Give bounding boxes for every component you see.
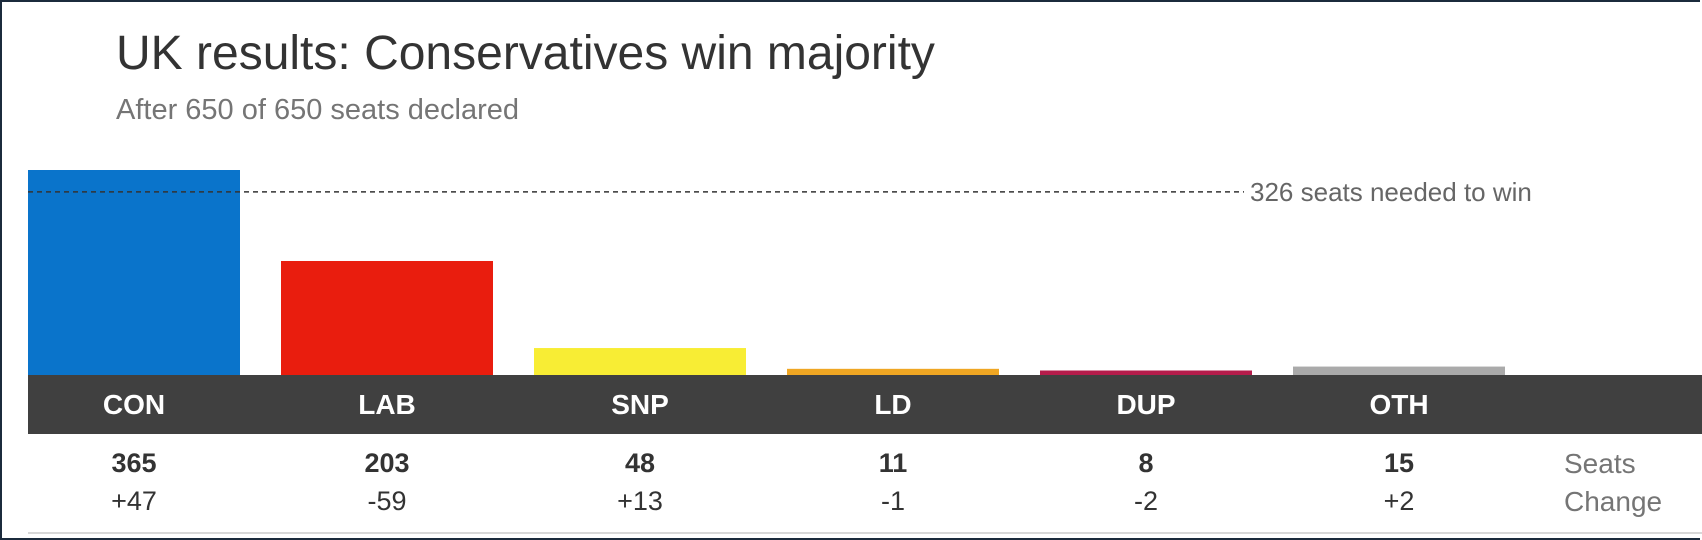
change-value-con: +47 xyxy=(111,486,157,516)
majority-reference-label: 326 seats needed to win xyxy=(1250,177,1532,207)
change-value-snp: +13 xyxy=(617,486,663,516)
party-label-ld: LD xyxy=(874,389,912,420)
bar-lab xyxy=(281,260,493,375)
chart-title: UK results: Conservatives win majority xyxy=(116,27,935,80)
bar-snp xyxy=(534,348,746,375)
seats-value-con: 365 xyxy=(111,448,157,478)
seats-value-dup: 8 xyxy=(1138,448,1154,478)
party-label-oth: OTH xyxy=(1369,389,1429,420)
change-value-oth: +2 xyxy=(1383,486,1415,516)
change-row-label: Change xyxy=(1564,486,1663,517)
bar-dup xyxy=(1040,370,1252,375)
bar-oth xyxy=(1293,366,1505,375)
chart-subtitle: After 650 of 650 seats declared xyxy=(116,94,520,126)
bottom-divider xyxy=(28,532,1702,534)
party-label-dup: DUP xyxy=(1116,389,1176,420)
seats-value-oth: 15 xyxy=(1383,448,1415,478)
party-label-snp: SNP xyxy=(611,389,669,420)
seats-value-snp: 48 xyxy=(624,448,656,478)
change-value-lab: -59 xyxy=(367,486,407,516)
party-label-lab: LAB xyxy=(358,389,416,420)
party-label-con: CON xyxy=(102,389,166,420)
bar-ld xyxy=(787,368,999,375)
seats-row-label: Seats xyxy=(1564,448,1636,479)
party-label-band xyxy=(28,375,1702,434)
seats-value-lab: 203 xyxy=(364,448,410,478)
change-value-dup: -2 xyxy=(1133,486,1158,516)
change-value-ld: -1 xyxy=(880,486,905,516)
bar-con xyxy=(28,170,240,375)
seats-value-ld: 11 xyxy=(878,448,908,478)
